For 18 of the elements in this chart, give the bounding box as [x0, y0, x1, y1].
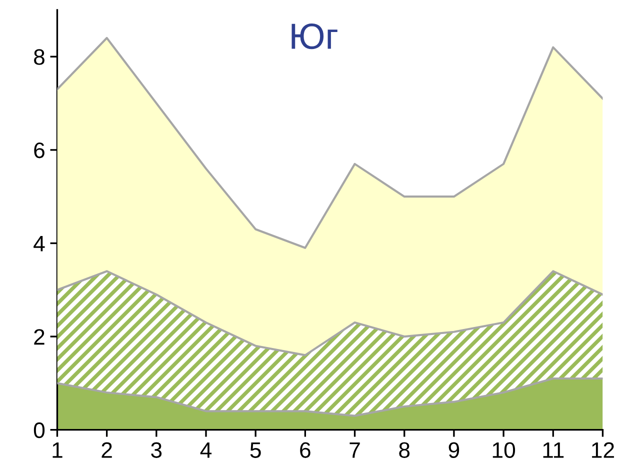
x-tick-label: 4	[200, 442, 212, 458]
y-tick-label: 6	[34, 142, 44, 158]
x-tick-label: 5	[250, 442, 261, 458]
x-tick-label: 11	[543, 442, 564, 458]
chart-title: Юг	[292, 24, 338, 50]
x-tick-label: 9	[448, 442, 460, 458]
x-tick-label: 7	[350, 442, 360, 458]
y-tick-label: 2	[34, 329, 44, 345]
y-tick-label: 8	[34, 49, 44, 65]
x-tick-label: 3	[151, 442, 162, 458]
x-tick-label: 10	[492, 442, 516, 458]
x-tick-label: 12	[592, 442, 614, 458]
x-tick-label: 8	[399, 442, 410, 458]
x-tick-label: 2	[102, 442, 112, 458]
x-tick-label: 6	[300, 442, 310, 458]
y-tick-label: 4	[34, 236, 45, 252]
x-tick-label: 1	[52, 442, 62, 458]
y-tick-label: 0	[34, 422, 45, 438]
